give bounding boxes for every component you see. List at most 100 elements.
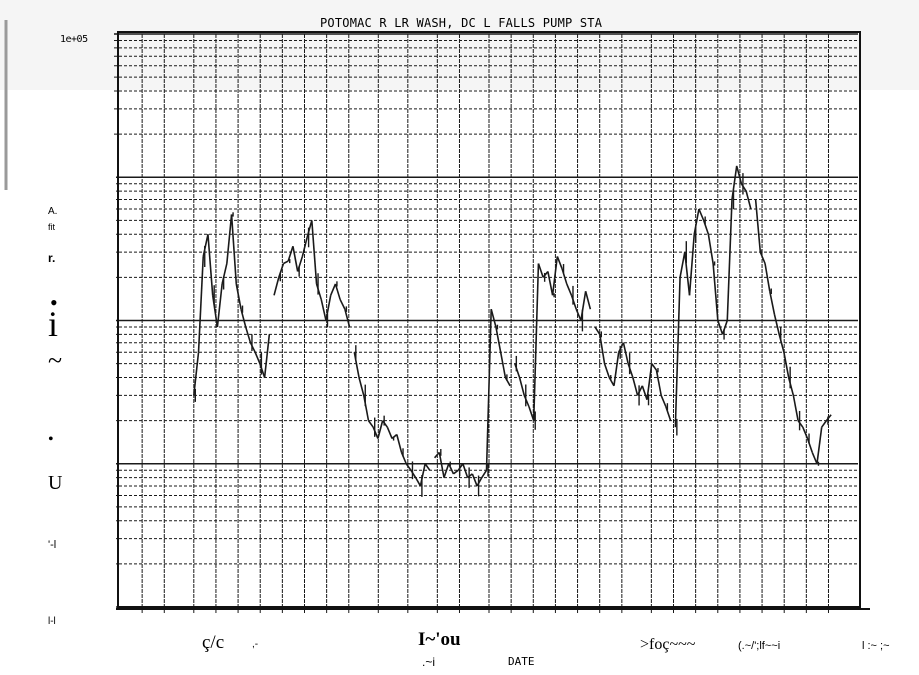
series-segment [433,451,440,459]
series-segment [325,295,332,321]
series-segment [688,234,696,296]
series-segment [367,420,374,428]
series-segment [207,234,214,296]
series-segment [273,277,280,296]
series-segment [311,220,318,284]
series-segment [457,463,464,471]
series-segment [438,452,445,478]
series-segment [537,263,544,278]
series-segment [315,283,323,300]
series-segment [674,277,681,428]
series-segment [254,351,261,364]
series-segment [296,256,304,272]
series-segment [230,214,238,284]
series-segment [731,165,738,200]
ocr-text: ~ [48,346,63,375]
ocr-bottom-overlay [396,625,501,673]
series-segment [448,463,455,475]
series-segment [320,299,327,321]
series-segment [792,395,799,421]
series-segment [542,270,549,278]
series-segment [471,473,478,487]
series-segment [344,308,351,328]
series-segment [353,352,360,378]
series-segment [467,473,473,479]
series-segment [570,295,577,310]
series-segment [381,420,389,428]
series-segment [410,469,417,479]
series-segment [594,326,601,335]
series-segment [721,320,729,335]
series-segment [768,291,776,315]
series-segment [419,463,426,487]
series-segment [226,214,233,264]
ocr-text: I~'ou [418,629,461,650]
series-segment [660,395,667,408]
series-segment [377,420,384,439]
series-segment [556,256,563,269]
series-segment [745,190,752,210]
series-segment [584,291,592,310]
series-segment [202,234,209,257]
series-segment [816,427,823,464]
series-segment [263,334,271,378]
plot-frame [117,31,861,608]
series-segment [481,469,488,479]
series-segment [514,363,521,378]
series-segment [764,263,771,292]
series-segment [603,363,611,378]
x-axis-label: DATE [508,655,535,668]
series-segment [580,291,587,321]
series-segment [608,377,615,387]
ocr-text: r. [48,251,56,265]
series-segment [193,352,200,396]
chart-title: POTOMAC R LR WASH, DC L FALLS PUMP STA [320,16,603,30]
series-segment [240,308,247,328]
series-segment [391,433,398,440]
series-segment [244,326,252,343]
ocr-text: l :~ ;~ [862,640,890,652]
ocr-text: .~i [422,655,436,669]
series-segment [278,263,285,278]
series-segment [532,263,540,421]
series-segment [627,363,634,378]
series-segment [372,426,379,439]
series-segment [504,377,511,387]
series-segment [575,308,582,321]
series-segment [386,426,393,439]
series-segment [414,477,422,487]
series-segment [707,234,714,264]
series-segment [334,283,341,300]
ocr-text: '-l [48,539,57,551]
series-segment [651,363,658,371]
series-segment [490,308,497,328]
series-segment [679,252,686,278]
series-segment [599,334,606,364]
ocr-text: fit [48,222,56,232]
series-segment [613,352,620,386]
series-segment [235,283,242,310]
y-tick-label: 1e+05 [60,34,88,45]
series-segment [306,220,313,238]
ocr-text: >foç~~~ [640,636,696,653]
series-segment [396,434,403,453]
series-segment [712,263,719,321]
series-segment [735,165,743,185]
ocr-text: • [48,431,54,448]
series-segment [329,283,337,296]
series-segment [424,463,431,471]
ocr-text: ,- [252,639,259,650]
series-segment [476,477,483,487]
series-segment [216,283,223,328]
series-segment [292,246,299,272]
series-segment [632,377,639,396]
series-segment [400,452,407,465]
series-segment [339,299,346,310]
series-segment [693,208,700,235]
series-segment [287,245,294,262]
series-segment [683,252,691,296]
series-segment [617,342,625,353]
series-segment [197,256,205,353]
series-segment [443,463,450,478]
